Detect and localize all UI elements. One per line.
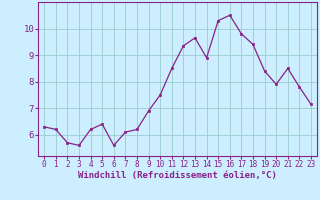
X-axis label: Windchill (Refroidissement éolien,°C): Windchill (Refroidissement éolien,°C) [78, 171, 277, 180]
